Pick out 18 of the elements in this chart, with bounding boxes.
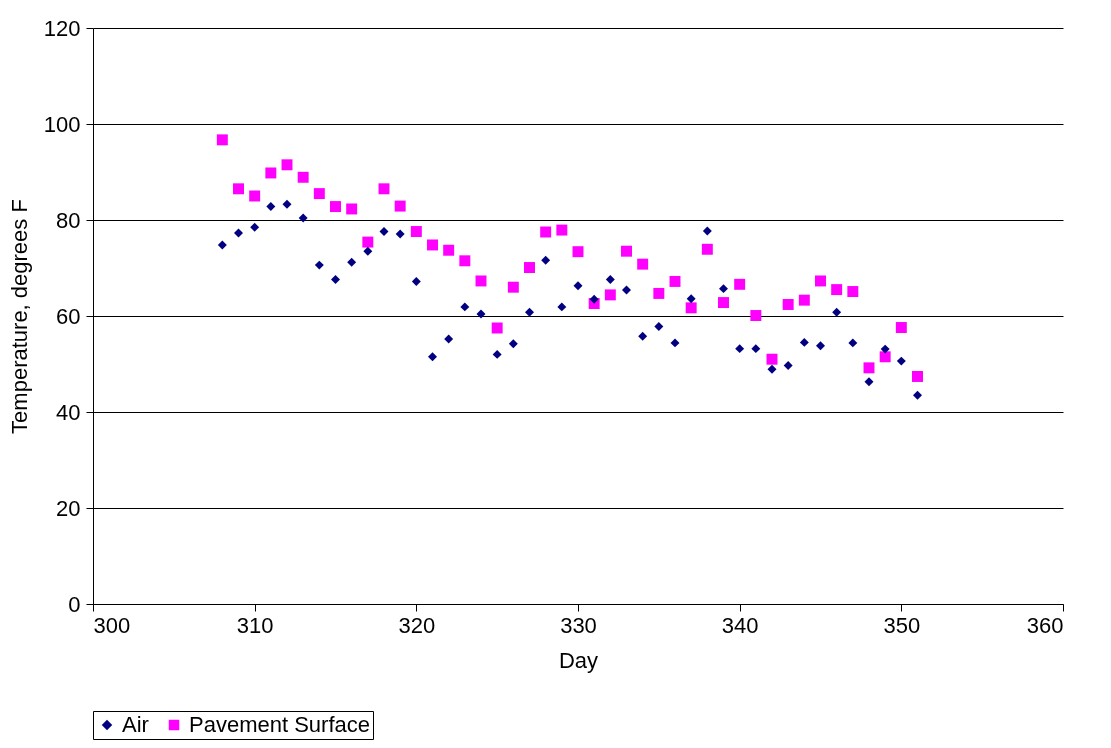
y-axis-title: Temperature, degrees F	[6, 199, 32, 434]
x-tick-label: 330	[560, 612, 597, 638]
x-tick-label: 360	[1026, 612, 1064, 638]
y-tick-label: 100	[43, 111, 81, 137]
x-tick-label: 310	[236, 612, 274, 638]
legend-label: Pavement Surface	[189, 712, 370, 737]
x-tick-label: 300	[93, 612, 131, 638]
x-tick-label: 340	[721, 612, 759, 638]
y-tick-label: 0	[68, 591, 81, 617]
legend-label: Air	[122, 712, 149, 737]
y-tick-label: 20	[56, 495, 81, 521]
y-tick-label: 120	[43, 15, 81, 41]
x-tick-label: 350	[883, 612, 921, 638]
y-tick-label: 60	[56, 303, 81, 329]
y-tick-label: 40	[56, 399, 81, 425]
x-tick-label: 320	[398, 612, 436, 638]
y-tick-label: 80	[56, 207, 81, 233]
x-axis-title: Day	[558, 647, 599, 673]
